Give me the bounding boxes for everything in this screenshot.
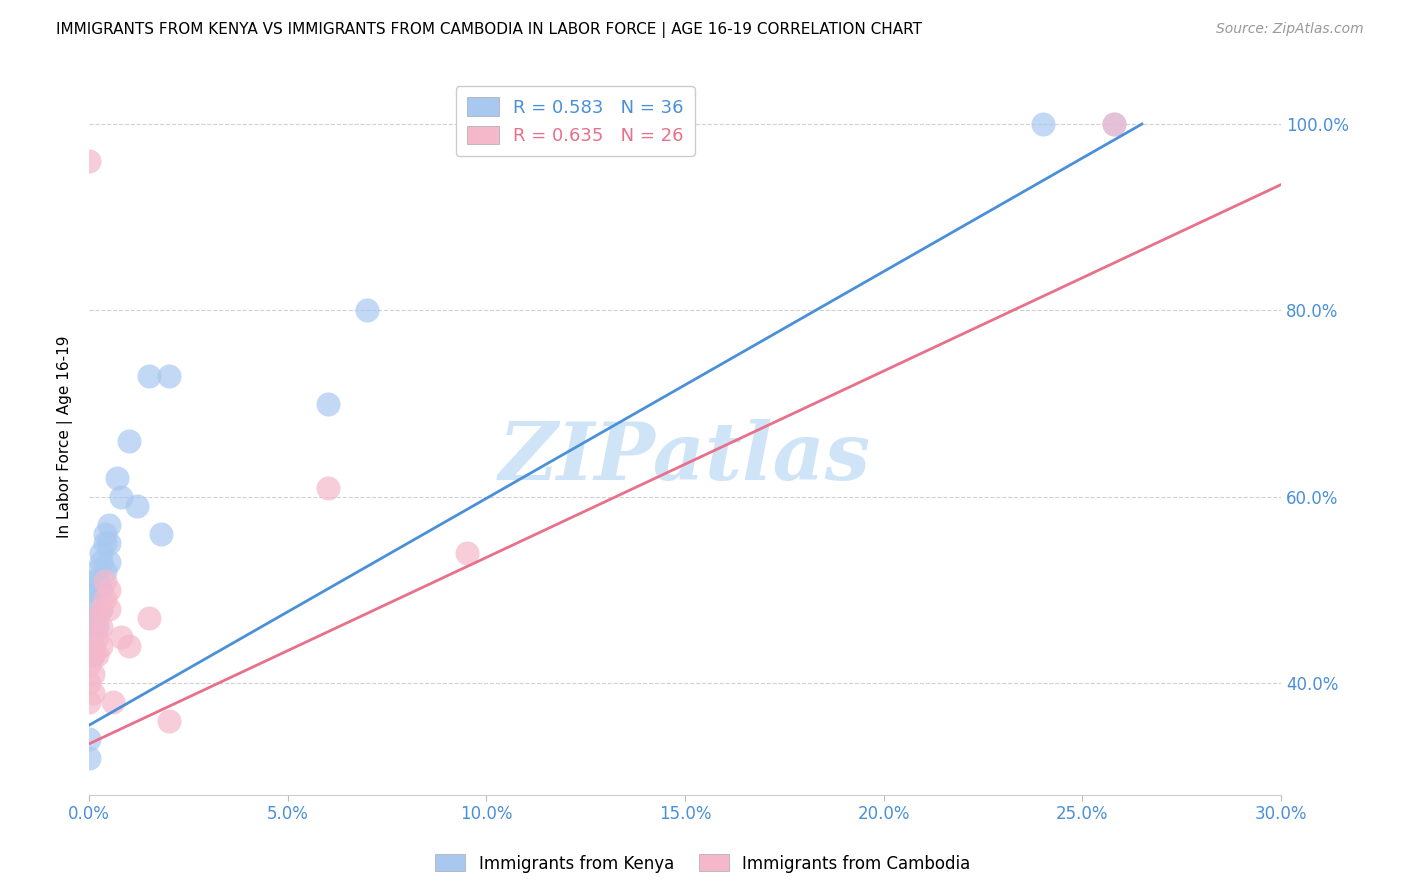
Point xyxy=(77,601,100,615)
Point xyxy=(86,648,108,663)
Legend: R = 0.583   N = 36, R = 0.635   N = 26: R = 0.583 N = 36, R = 0.635 N = 26 xyxy=(456,87,695,156)
Point xyxy=(90,582,112,597)
Point xyxy=(1102,117,1125,131)
Point xyxy=(82,648,104,663)
Point xyxy=(86,611,108,625)
Point xyxy=(101,695,124,709)
Point xyxy=(77,732,100,747)
Point xyxy=(86,620,108,634)
Point xyxy=(157,368,180,383)
Point xyxy=(82,685,104,699)
Point xyxy=(1032,117,1054,131)
Point xyxy=(77,620,100,634)
Point xyxy=(98,582,121,597)
Point xyxy=(98,601,121,615)
Point xyxy=(110,630,132,644)
Point xyxy=(77,154,100,169)
Point xyxy=(86,565,108,579)
Point xyxy=(94,527,117,541)
Text: Source: ZipAtlas.com: Source: ZipAtlas.com xyxy=(1216,22,1364,37)
Point xyxy=(157,714,180,728)
Point xyxy=(90,555,112,569)
Point xyxy=(149,527,172,541)
Point xyxy=(118,639,141,653)
Point xyxy=(456,546,478,560)
Point xyxy=(90,620,112,634)
Point xyxy=(77,592,100,607)
Y-axis label: In Labor Force | Age 16-19: In Labor Force | Age 16-19 xyxy=(58,335,73,538)
Point xyxy=(94,536,117,550)
Point xyxy=(77,611,100,625)
Point xyxy=(77,657,100,672)
Point xyxy=(94,592,117,607)
Point xyxy=(90,601,112,615)
Point xyxy=(77,695,100,709)
Point xyxy=(86,582,108,597)
Point xyxy=(110,490,132,504)
Point xyxy=(98,536,121,550)
Point xyxy=(94,565,117,579)
Point xyxy=(94,574,117,588)
Point xyxy=(125,499,148,513)
Legend: Immigrants from Kenya, Immigrants from Cambodia: Immigrants from Kenya, Immigrants from C… xyxy=(429,847,977,880)
Point xyxy=(90,601,112,615)
Point xyxy=(86,574,108,588)
Point xyxy=(105,471,128,485)
Point xyxy=(138,368,160,383)
Point xyxy=(82,639,104,653)
Text: ZIPatlas: ZIPatlas xyxy=(499,419,872,497)
Point xyxy=(82,582,104,597)
Point xyxy=(77,639,100,653)
Point xyxy=(316,481,339,495)
Point xyxy=(77,751,100,765)
Point xyxy=(316,397,339,411)
Point xyxy=(138,611,160,625)
Point xyxy=(356,303,378,318)
Point xyxy=(77,676,100,690)
Point xyxy=(82,574,104,588)
Point xyxy=(86,630,108,644)
Point xyxy=(98,555,121,569)
Point xyxy=(90,546,112,560)
Point xyxy=(98,517,121,532)
Point xyxy=(82,639,104,653)
Text: IMMIGRANTS FROM KENYA VS IMMIGRANTS FROM CAMBODIA IN LABOR FORCE | AGE 16-19 COR: IMMIGRANTS FROM KENYA VS IMMIGRANTS FROM… xyxy=(56,22,922,38)
Point xyxy=(1102,117,1125,131)
Point xyxy=(82,648,104,663)
Point xyxy=(82,667,104,681)
Point xyxy=(118,434,141,448)
Point xyxy=(90,639,112,653)
